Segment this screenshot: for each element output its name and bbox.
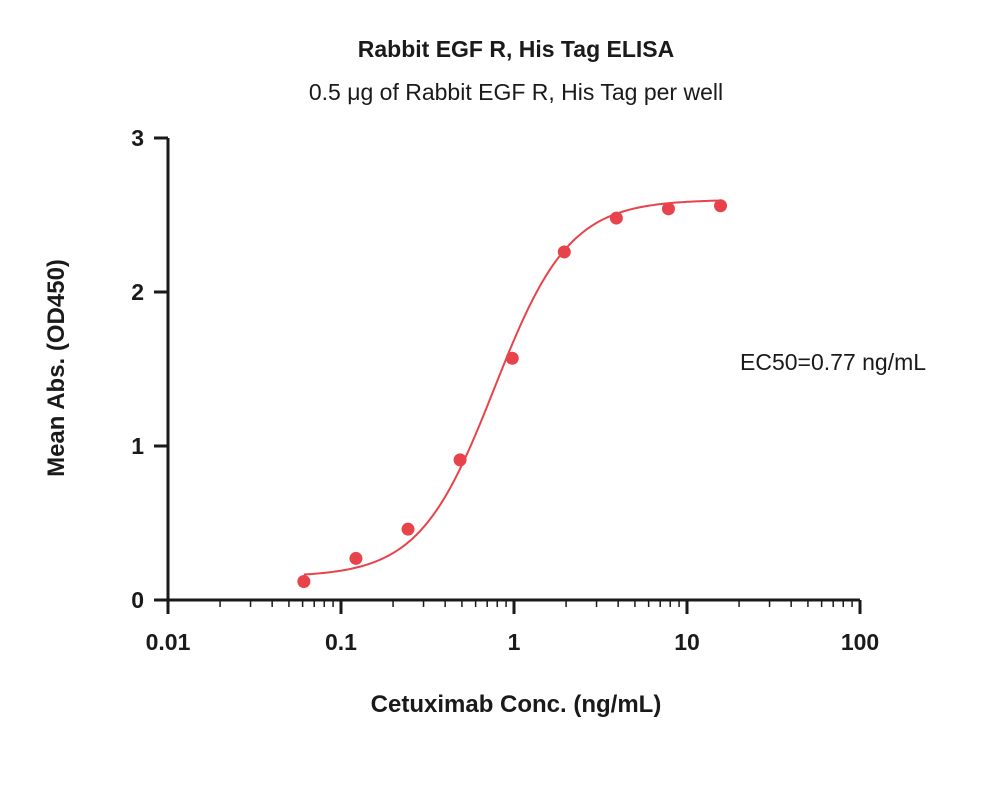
y-tick-label: 3 [131, 125, 144, 151]
axes [154, 136, 862, 614]
y-axis-label: Mean Abs. (OD450) [43, 259, 70, 477]
x-tick-label: 1 [508, 629, 521, 655]
chart-title: Rabbit EGF R, His Tag ELISA [358, 36, 675, 62]
x-tick-label: 0.01 [146, 629, 191, 655]
y-tick-label: 0 [131, 587, 144, 613]
x-tick-label: 0.1 [325, 629, 357, 655]
y-tick-label: 2 [131, 279, 144, 305]
chart-subtitle: 0.5 μg of Rabbit EGF R, His Tag per well [309, 79, 723, 105]
data-point [401, 522, 415, 536]
x-axis-label: Cetuximab Conc. (ng/mL) [371, 691, 662, 718]
data-point [714, 199, 728, 213]
fit-curve [303, 199, 721, 576]
y-tick-label: 1 [131, 433, 144, 459]
data-point [557, 245, 571, 259]
data-point [453, 453, 467, 467]
x-tick-label: 100 [841, 629, 879, 655]
tick-labels: 0 1 2 3 0.01 0.1 1 10 100 [131, 125, 879, 655]
data-point [505, 351, 519, 365]
x-tick-label: 10 [674, 629, 700, 655]
ec50-annotation: EC50=0.77 ng/mL [740, 349, 926, 375]
data-point [609, 211, 623, 225]
data-point [297, 575, 311, 589]
data-point [349, 551, 363, 565]
data-points [297, 199, 728, 589]
data-point [661, 202, 675, 216]
